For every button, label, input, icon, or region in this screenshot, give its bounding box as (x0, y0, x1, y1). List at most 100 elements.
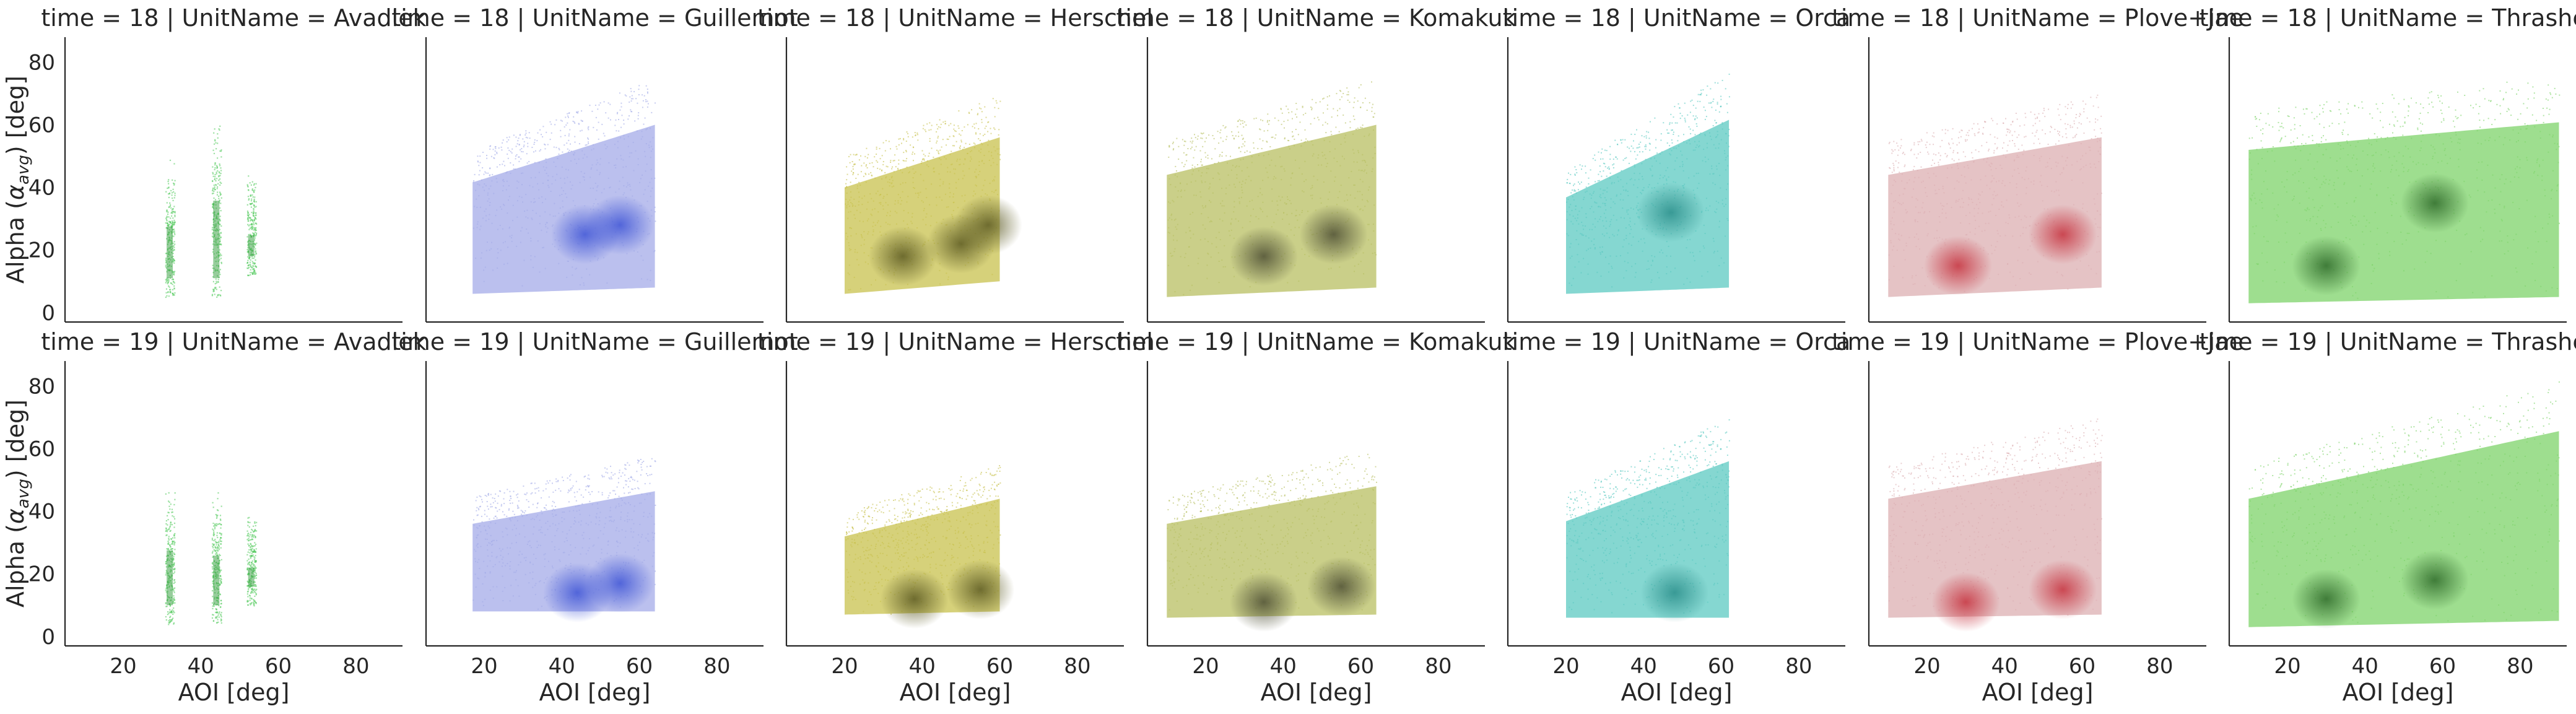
data-point (255, 229, 257, 231)
data-point (2029, 225, 2031, 227)
data-point (618, 188, 620, 190)
data-point (516, 143, 518, 145)
data-point (2556, 149, 2557, 150)
data-point (846, 186, 847, 188)
data-point (2437, 95, 2439, 96)
data-point (848, 289, 850, 291)
data-point (1938, 152, 1939, 154)
data-point (2557, 143, 2559, 145)
data-point (1596, 271, 1598, 273)
data-point (848, 155, 850, 157)
data-point (173, 294, 175, 296)
data-point (172, 278, 174, 280)
data-point (1721, 123, 1723, 125)
data-point (214, 139, 216, 141)
data-point (599, 173, 601, 175)
data-point (1326, 162, 1328, 164)
data-point (2258, 119, 2260, 121)
data-point (653, 251, 655, 253)
data-point (2095, 167, 2097, 168)
data-point (627, 118, 629, 120)
data-point (2019, 125, 2021, 127)
data-point (1968, 134, 1970, 136)
data-point (546, 173, 547, 175)
data-point (1981, 145, 1983, 147)
data-point (1337, 115, 1338, 116)
data-point (1616, 194, 1617, 196)
data-point (1224, 212, 1225, 214)
data-point (2325, 178, 2327, 180)
data-point (1576, 220, 1578, 222)
data-point (1638, 143, 1640, 145)
data-point (1372, 168, 1373, 170)
data-point (1927, 151, 1929, 153)
data-point (1607, 167, 1608, 169)
data-point (936, 142, 938, 144)
data-point (2362, 150, 2364, 152)
data-point (475, 189, 477, 191)
data-point (1645, 148, 1647, 150)
data-point (1654, 256, 1656, 258)
data-point (550, 132, 552, 134)
data-point (859, 212, 861, 214)
data-point (649, 128, 651, 129)
data-point (2387, 232, 2388, 233)
data-point (2517, 166, 2518, 168)
data-point (915, 134, 916, 136)
data-point (1168, 146, 1170, 148)
data-point (1360, 208, 1362, 210)
data-point (928, 129, 930, 131)
data-point (252, 232, 254, 234)
data-point (871, 198, 872, 199)
data-point (1575, 169, 1577, 170)
data-point (247, 256, 249, 258)
data-point (848, 264, 850, 266)
data-point (1208, 253, 1209, 255)
data-point (2559, 222, 2560, 224)
data-point (1725, 159, 1726, 161)
data-point (846, 192, 848, 194)
data-point (1642, 178, 1644, 180)
data-point (168, 224, 171, 225)
data-point (538, 198, 540, 199)
data-point (1896, 250, 1898, 251)
data-point (1204, 181, 1206, 183)
data-point (1627, 213, 1629, 215)
data-point (1269, 146, 1271, 147)
data-point (2056, 271, 2058, 273)
data-point (647, 92, 648, 94)
data-point (2261, 207, 2263, 209)
data-point (1258, 218, 1260, 220)
data-point (1601, 233, 1603, 235)
data-point (1727, 165, 1729, 167)
data-point (939, 269, 941, 271)
data-point (849, 227, 851, 229)
data-point (1643, 187, 1645, 189)
data-point (255, 271, 256, 273)
data-point (1191, 137, 1193, 139)
data-point (939, 185, 941, 186)
data-point (1893, 168, 1895, 170)
data-point (850, 154, 851, 155)
data-point (906, 166, 908, 168)
data-point (2014, 145, 2016, 147)
data-point (641, 131, 643, 133)
data-point (874, 177, 876, 179)
data-point (550, 123, 552, 125)
data-point (1890, 242, 1892, 243)
data-point (2504, 183, 2505, 185)
data-point (967, 152, 968, 154)
data-point (1628, 162, 1630, 164)
data-point (900, 197, 901, 199)
data-point (903, 220, 905, 222)
data-point (2526, 159, 2528, 161)
data-point (949, 183, 951, 185)
data-point (2544, 189, 2546, 191)
data-point (220, 193, 222, 195)
data-point (849, 199, 851, 201)
data-point (978, 165, 980, 166)
data-point (996, 102, 998, 104)
data-point (2308, 188, 2310, 189)
data-point (603, 101, 605, 103)
data-point (1983, 127, 1985, 129)
